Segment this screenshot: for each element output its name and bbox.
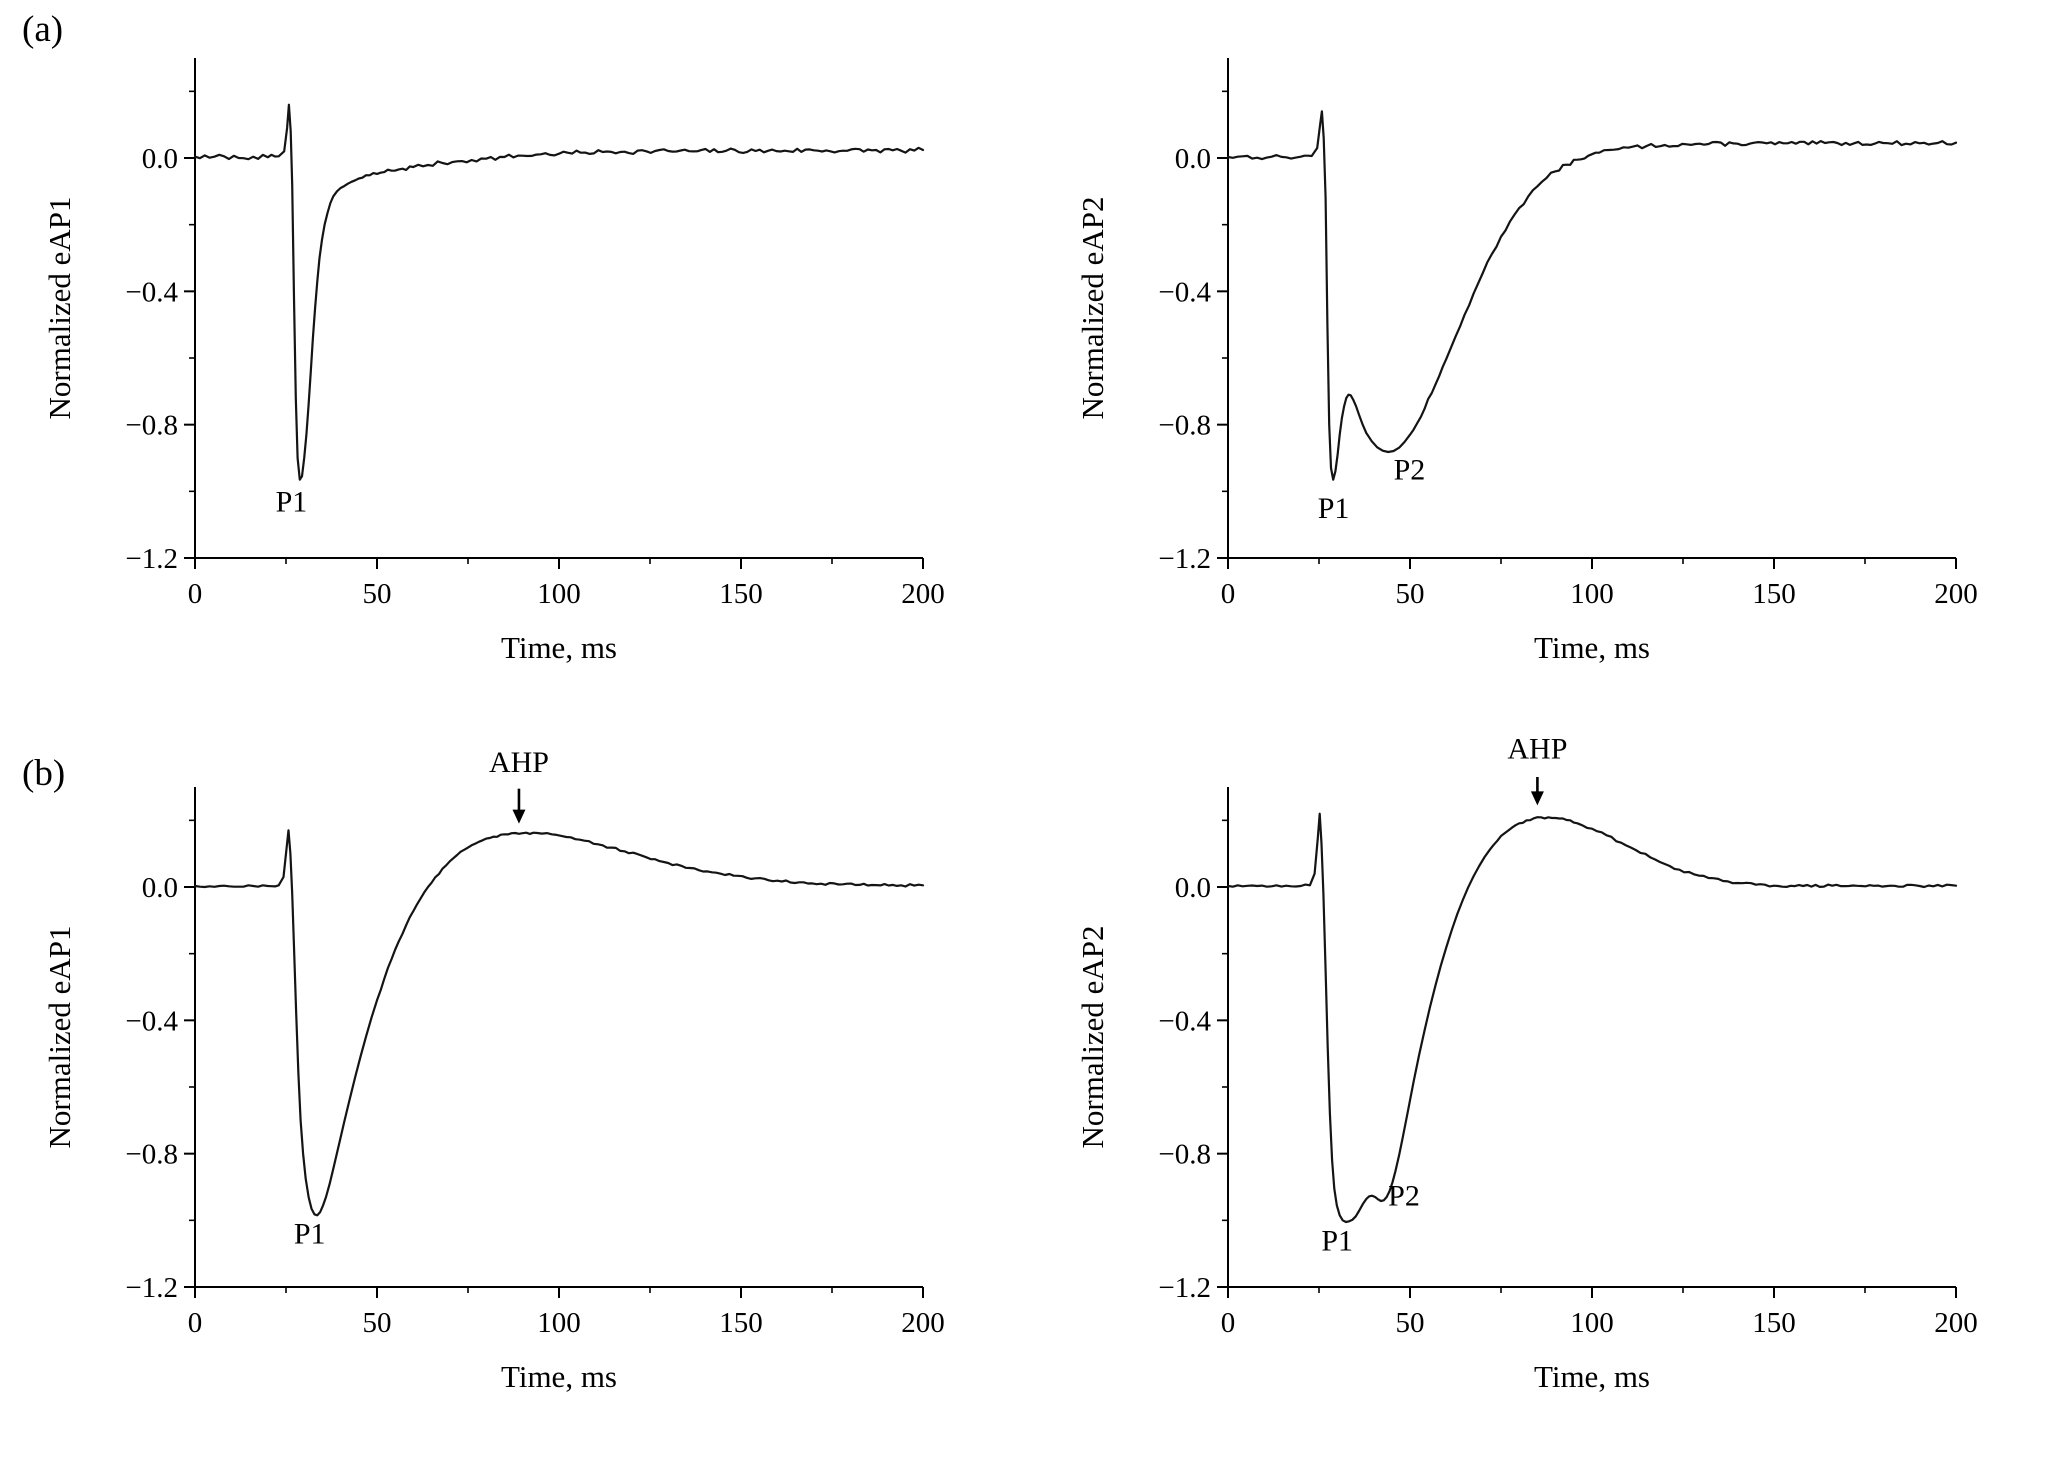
y-axis-label: Normalized eAP2 <box>1075 197 1110 420</box>
annotation-p1: P1 <box>1321 1224 1353 1257</box>
x-tick-label: 150 <box>719 578 763 610</box>
y-tick-label: −1.2 <box>125 1272 178 1304</box>
chart-eap2-b: 0 50 100 150 200 0.0 −0.4 −0.8 −1.2 Time, ms Norma… <box>1075 733 1978 1394</box>
x-tick-label: 100 <box>537 1307 581 1339</box>
y-axis-label: Normalized eAP1 <box>42 197 77 420</box>
panel-a-right: 0 50 100 150 200 0.0 −0.4 −0.8 −1.2 Time, ms Norma… <box>1033 0 2067 729</box>
axes <box>1227 58 1956 559</box>
x-tick-label: 200 <box>1934 578 1978 610</box>
annotation-p1: P1 <box>1318 492 1350 525</box>
annotation-p1: P1 <box>276 485 308 518</box>
y-tick-label: −0.4 <box>125 276 178 308</box>
axes <box>1227 787 1956 1288</box>
annotation-p1: P1 <box>294 1218 326 1251</box>
x-axis-label: Time, ms <box>1534 630 1650 665</box>
x-tick-label: 150 <box>1752 1307 1796 1339</box>
axes <box>194 58 923 559</box>
x-tick-label: 0 <box>1221 1307 1236 1339</box>
panel-label-a: (a) <box>22 9 64 50</box>
trace-a1 <box>193 103 925 481</box>
panel-b-left: 0 50 100 150 200 0.0 −0.4 −0.8 −1.2 Time, ms Norma… <box>0 729 1033 1459</box>
x-axis-label: Time, ms <box>501 1359 617 1394</box>
y-tick-label: −0.4 <box>1158 276 1211 308</box>
chart-eap1-b: 0 50 100 150 200 0.0 −0.4 −0.8 −1.2 Time, ms Norma… <box>42 746 945 1394</box>
y-tick-label: −0.4 <box>1158 1005 1211 1037</box>
trace-b1 <box>193 829 925 1217</box>
x-tick-label: 0 <box>188 578 203 610</box>
ahp-arrowhead <box>1530 791 1544 806</box>
trace-a2 <box>1226 110 1958 481</box>
x-tick-label: 100 <box>1570 578 1614 610</box>
panel-b-right: 0 50 100 150 200 0.0 −0.4 −0.8 −1.2 Time, ms Norma… <box>1033 729 2067 1459</box>
x-tick-label: 50 <box>1396 1307 1425 1339</box>
x-tick-label: 50 <box>363 578 392 610</box>
x-tick-label: 100 <box>1570 1307 1614 1339</box>
y-tick-label: 0.0 <box>142 872 178 904</box>
x-tick-label: 50 <box>363 1307 392 1339</box>
x-tick-label: 0 <box>1221 578 1236 610</box>
annotation-p2: P2 <box>1394 454 1426 487</box>
y-tick-label: −0.8 <box>1158 410 1211 442</box>
x-tick-label: 100 <box>537 578 581 610</box>
y-tick-label: −0.8 <box>125 1139 178 1171</box>
y-tick-label: −1.2 <box>1158 1272 1211 1304</box>
y-tick-label: −0.8 <box>125 410 178 442</box>
y-tick-label: 0.0 <box>1175 872 1211 904</box>
y-tick-label: −1.2 <box>1158 543 1211 575</box>
x-tick-label: 200 <box>901 578 945 610</box>
y-axis-label: Normalized eAP1 <box>42 926 77 1149</box>
x-tick-label: 150 <box>1752 578 1796 610</box>
x-tick-label: 200 <box>901 1307 945 1339</box>
ahp-arrowhead <box>512 809 526 824</box>
y-tick-label: 0.0 <box>142 143 178 175</box>
chart-eap1-a: 0 50 100 150 200 0.0 −0.4 −0.8 −1.2 Time, ms Norma… <box>42 58 945 665</box>
x-axis-label: Time, ms <box>1534 1359 1650 1394</box>
x-tick-label: 150 <box>719 1307 763 1339</box>
y-tick-label: 0.0 <box>1175 143 1211 175</box>
annotation-ahp: AHP <box>489 746 549 779</box>
x-axis-label: Time, ms <box>501 630 617 665</box>
x-tick-label: 0 <box>188 1307 203 1339</box>
y-tick-label: −1.2 <box>125 543 178 575</box>
y-axis-label: Normalized eAP2 <box>1075 926 1110 1149</box>
axes <box>194 787 923 1288</box>
panel-label-b: (b) <box>22 753 66 794</box>
panel-a-left: 0 50 100 150 200 0.0 −0.4 −0.8 −1.2 Time, ms Norma… <box>0 0 1033 729</box>
x-tick-label: 200 <box>1934 1307 1978 1339</box>
chart-eap2-a: 0 50 100 150 200 0.0 −0.4 −0.8 −1.2 Time, ms Norma… <box>1075 58 1978 665</box>
trace-b2 <box>1226 812 1958 1224</box>
y-tick-label: −0.4 <box>125 1005 178 1037</box>
annotation-p2: P2 <box>1388 1179 1420 1212</box>
x-tick-label: 50 <box>1396 578 1425 610</box>
y-tick-label: −0.8 <box>1158 1139 1211 1171</box>
annotation-ahp: AHP <box>1507 733 1567 766</box>
